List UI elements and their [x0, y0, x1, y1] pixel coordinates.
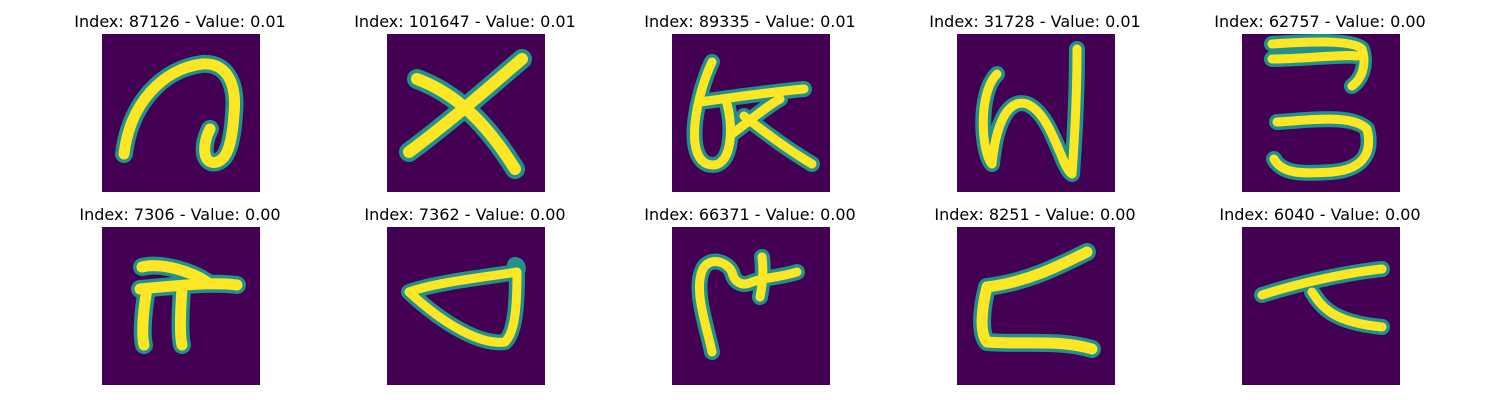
a-loop-glyph [115, 54, 244, 172]
loop-k-glyph [686, 54, 820, 173]
digit-image [102, 227, 260, 385]
digit-image [672, 34, 830, 192]
panel-title: Index: 101647 - Value: 0.01 [354, 12, 576, 31]
panel-title: Index: 66371 - Value: 0.00 [644, 205, 856, 224]
hook-cross-glyph [691, 249, 805, 360]
panel-title: Index: 62757 - Value: 0.00 [1214, 12, 1426, 31]
triangle-loop-glyph [401, 257, 526, 351]
digit-image [957, 34, 1115, 192]
panel-title: Index: 8251 - Value: 0.00 [934, 205, 1136, 224]
digit-image [387, 34, 545, 192]
three-glyph [1264, 34, 1377, 181]
n-zigzag-glyph [975, 41, 1085, 182]
panel-title: Index: 89335 - Value: 0.01 [644, 12, 856, 31]
digit-image [672, 227, 830, 385]
digit-image [102, 34, 260, 192]
digit-image [387, 227, 545, 385]
z-slant-glyph [973, 243, 1101, 358]
panel-title: Index: 7362 - Value: 0.00 [364, 205, 566, 224]
pi-hook-glyph [131, 256, 246, 354]
panel-title: Index: 7306 - Value: 0.00 [79, 205, 281, 224]
slant-stroke-glyph [1254, 261, 1390, 335]
digit-image [957, 227, 1115, 385]
digit-image [1242, 34, 1400, 192]
panel-title: Index: 87126 - Value: 0.01 [74, 12, 286, 31]
panel-title: Index: 6040 - Value: 0.00 [1219, 205, 1421, 224]
x-cross-glyph [399, 49, 532, 179]
digit-image [1242, 227, 1400, 385]
panel-title: Index: 31728 - Value: 0.01 [929, 12, 1141, 31]
